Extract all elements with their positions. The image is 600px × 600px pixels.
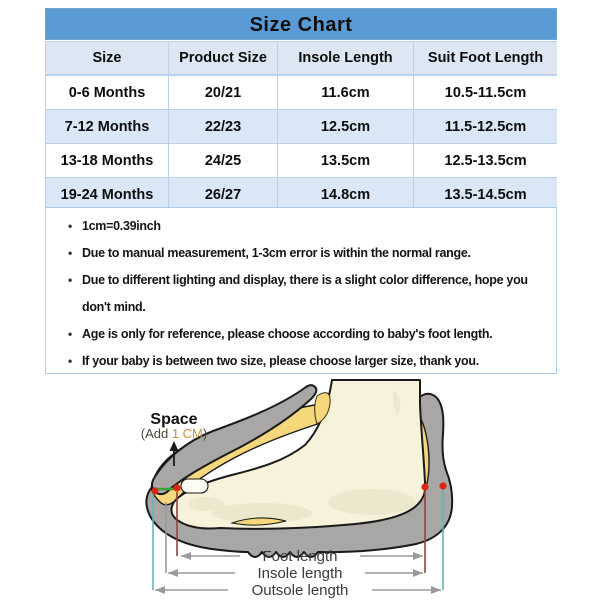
- table-cell: 20/21: [169, 76, 277, 109]
- table-cell: 0-6 Months: [46, 76, 168, 109]
- note-text: If your baby is between two size, please…: [82, 354, 479, 368]
- notes-section: 1cm=0.39inch Due to manual measurement, …: [45, 207, 557, 375]
- column-header-product-size: Product Size: [169, 42, 277, 74]
- page-title: Size Chart: [45, 8, 557, 40]
- table-cell: 13.5-14.5cm: [414, 178, 557, 211]
- column-header-size: Size: [46, 42, 168, 74]
- table-cell: 11.5-12.5cm: [414, 110, 557, 143]
- measurement-markers: [151, 482, 447, 495]
- space-note-suffix: ): [203, 426, 207, 441]
- table-cell: 12.5-13.5cm: [414, 144, 557, 177]
- space-label: Space: [150, 411, 197, 428]
- measurement-lines: [155, 552, 441, 594]
- table-cell: 13-18 Months: [46, 144, 168, 177]
- table-cell: 24/25: [169, 144, 277, 177]
- space-arrow: [169, 441, 179, 466]
- table-cell: 19-24 Months: [46, 178, 168, 211]
- table-cell: 12.5cm: [278, 110, 413, 143]
- outsole-length-label: Outsole length: [252, 582, 349, 599]
- note-text: Due to different lighting and display, t…: [82, 273, 528, 314]
- note-text: Age is only for reference, please choose…: [82, 327, 493, 341]
- measurement-verticals: [152, 489, 444, 590]
- note-item: Due to manual measurement, 1-3cm error i…: [46, 240, 556, 267]
- size-table: Size Chart Size Product Size Insole Leng…: [45, 8, 557, 212]
- note-item: If your baby is between two size, please…: [46, 348, 556, 375]
- table-cell: 26/27: [169, 178, 277, 211]
- note-text: Due to manual measurement, 1-3cm error i…: [82, 246, 471, 260]
- shoe-measurement-diagram: Space (Add 1 CM): [141, 379, 454, 599]
- column-header-suit-foot-length: Suit Foot Length: [414, 42, 557, 74]
- space-note-value: 1 CM: [172, 426, 203, 441]
- foot-length-label: Foot length: [262, 548, 337, 565]
- shoe-strap-shape: [150, 384, 318, 496]
- table-cell: 7-12 Months: [46, 110, 168, 143]
- space-note-prefix: (Add: [141, 426, 172, 441]
- table-cell: 10.5-11.5cm: [414, 76, 557, 109]
- size-table-grid: Size Product Size Insole Length Suit Foo…: [45, 41, 557, 212]
- strap-trim: [314, 392, 331, 425]
- space-note: (Add 1 CM): [141, 426, 207, 441]
- table-cell: 22/23: [169, 110, 277, 143]
- note-text: 1cm=0.39inch: [82, 219, 161, 233]
- note-item: Due to different lighting and display, t…: [46, 267, 556, 321]
- foot-shading: [188, 390, 416, 523]
- note-item: 1cm=0.39inch: [46, 213, 556, 240]
- toe-gap-notch: [180, 478, 209, 494]
- insole-length-label: Insole length: [257, 565, 342, 582]
- table-cell: 14.8cm: [278, 178, 413, 211]
- table-cell: 11.6cm: [278, 76, 413, 109]
- table-cell: 13.5cm: [278, 144, 413, 177]
- column-header-insole-length: Insole Length: [278, 42, 413, 74]
- note-item: Age is only for reference, please choose…: [46, 321, 556, 348]
- insole-sliver: [230, 517, 287, 526]
